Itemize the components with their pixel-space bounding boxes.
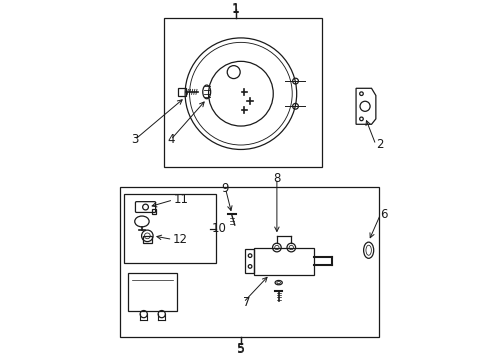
Text: 6: 6	[380, 208, 387, 221]
Bar	[254, 248, 313, 275]
Text: 3: 3	[131, 133, 138, 146]
Bar	[245, 249, 254, 273]
Text: 12: 12	[172, 233, 187, 246]
Text: 5: 5	[236, 343, 244, 356]
Bar	[120, 187, 379, 337]
Bar	[152, 209, 156, 213]
Text: 4: 4	[166, 133, 174, 146]
Text: 11: 11	[173, 193, 188, 206]
Text: 7: 7	[243, 296, 250, 309]
Text: 2: 2	[375, 138, 383, 151]
Text: 5: 5	[236, 342, 244, 355]
Bar	[178, 87, 185, 96]
Text: 10: 10	[211, 222, 226, 235]
Bar	[163, 18, 321, 167]
Text: 1: 1	[231, 3, 239, 15]
Text: 9: 9	[221, 182, 229, 195]
Text: 1: 1	[231, 2, 239, 15]
Bar	[123, 194, 215, 263]
Bar	[128, 273, 177, 311]
Text: 8: 8	[273, 172, 280, 185]
Bar	[142, 236, 151, 243]
